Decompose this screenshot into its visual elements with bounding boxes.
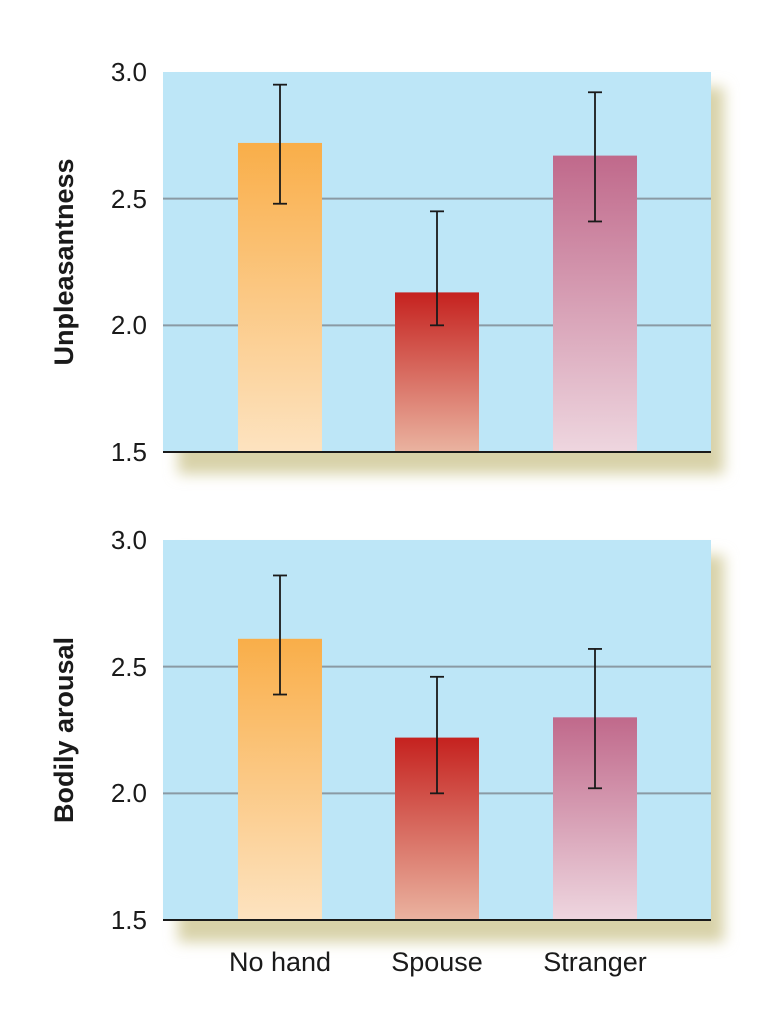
y-axis-title: Bodily arousal	[49, 637, 79, 823]
y-tick-label: 3.0	[111, 525, 147, 555]
chart-bodily-arousal: 1.5 2.0 2.5 3.0 Bodily arousal	[49, 525, 724, 942]
y-axis-title: Unpleasantness	[49, 158, 79, 365]
error-bar-spouse	[430, 675, 444, 795]
chart-unpleasantness: 1.5 2.0 2.5 3.0 Unpleasantness	[49, 57, 724, 474]
error-bars	[273, 574, 602, 795]
y-tick-label: 2.0	[111, 310, 147, 340]
error-bars	[273, 83, 602, 327]
y-tick-label: 1.5	[111, 437, 147, 467]
y-tick-label: 3.0	[111, 57, 147, 87]
error-bar-no-hand	[273, 83, 287, 205]
error-bar-spouse	[430, 210, 444, 327]
x-category-label: Stranger	[543, 947, 647, 977]
y-tick-label: 1.5	[111, 905, 147, 935]
y-tick-label: 2.5	[111, 184, 147, 214]
error-bar-stranger	[588, 648, 602, 790]
x-category-label: Spouse	[391, 947, 483, 977]
error-bar-stranger	[588, 91, 602, 223]
y-tick-label: 2.0	[111, 778, 147, 808]
error-bar-no-hand	[273, 574, 287, 696]
x-category-label: No hand	[229, 947, 331, 977]
y-tick-label: 2.5	[111, 652, 147, 682]
bars	[238, 142, 637, 452]
